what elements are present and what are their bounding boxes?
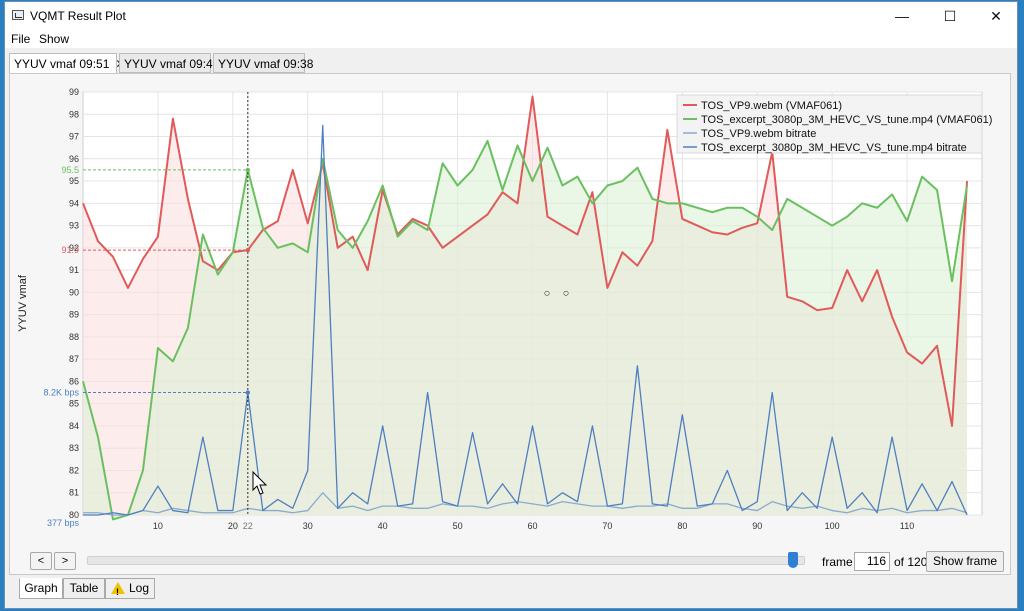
cursor-value-label: 91.9: [61, 245, 79, 255]
x-tick-label: 80: [677, 521, 687, 531]
menu-bar: File Show: [5, 30, 1017, 48]
prev-frame-button[interactable]: <: [30, 552, 52, 570]
x-tick-label: 100: [825, 521, 840, 531]
cursor-point: [245, 247, 251, 253]
y-tick-label: 81: [69, 488, 79, 498]
tab-graph[interactable]: Graph: [19, 578, 63, 599]
tab-log[interactable]: Log: [105, 578, 155, 602]
frame-label: frame: [822, 555, 853, 569]
y-tick-label: 98: [69, 109, 79, 119]
app-icon: [12, 10, 24, 20]
next-frame-button[interactable]: >: [54, 552, 76, 570]
y-tick-label: 80: [69, 510, 79, 520]
close-button[interactable]: ✕: [990, 8, 1002, 24]
x-tick-label: 60: [527, 521, 537, 531]
frame-slider-thumb[interactable]: [788, 552, 798, 568]
x-tick-label: 70: [602, 521, 612, 531]
app-window: VQMT Result Plot — ☐ ✕ File Show YYUV vm…: [4, 1, 1018, 609]
tab-table[interactable]: Table: [63, 578, 105, 599]
x-tick-label: 10: [153, 521, 163, 531]
tab-yyuv-vmaf-0938[interactable]: YYUV vmaf 09:38: [213, 53, 313, 73]
minimize-button[interactable]: —: [895, 8, 909, 24]
baseline-bitrate-label: 377 bps: [47, 518, 80, 528]
y-tick-label: 86: [69, 376, 79, 386]
y-tick-label: 89: [69, 310, 79, 320]
x-tick-label: 22: [243, 521, 253, 531]
y-tick-label: 92: [69, 243, 79, 253]
overlay-marker: ○: [544, 287, 551, 299]
y-tick-label: 88: [69, 332, 79, 342]
y-axis-label: YYUV vmaf: [17, 274, 29, 332]
legend-entry: TOS_VP9.webm bitrate: [701, 128, 816, 140]
cursor-value-label: 95.5: [61, 165, 79, 175]
window-title: VQMT Result Plot: [30, 9, 126, 23]
cursor-value-label: 8.2K bps: [43, 388, 79, 398]
cursor-point: [245, 390, 251, 395]
x-tick-label: 50: [453, 521, 463, 531]
series-line: [82, 139, 969, 521]
y-tick-label: 84: [69, 421, 79, 431]
legend-entry: TOS_VP9.webm (VMAF061): [701, 100, 842, 112]
mouse-cursor-icon: [252, 470, 268, 495]
x-tick-label: 40: [378, 521, 388, 531]
maximize-button[interactable]: ☐: [943, 8, 957, 24]
show-frame-button[interactable]: Show frame: [926, 551, 1004, 572]
tab-label: YYUV vmaf 09:41: [124, 57, 220, 71]
y-tick-label: 93: [69, 221, 79, 231]
overlay-marker: ○: [563, 287, 570, 299]
y-tick-label: 96: [69, 154, 79, 164]
y-tick-label: 91: [69, 265, 79, 275]
y-tick-label: 95: [69, 176, 79, 186]
vmaf-chart[interactable]: 80 81 82 83 84 85 86 87 88 89 90 91 92 93 94 95 96 97 98 99…: [10, 74, 1010, 548]
frame-slider-track[interactable]: [87, 556, 805, 565]
tab-label: YYUV vmaf 09:38: [218, 57, 314, 71]
legend-box: [676, 94, 983, 154]
title-bar: VQMT Result Plot — ☐ ✕: [5, 2, 1017, 30]
y-tick-label: 97: [69, 132, 79, 142]
graph-panel: 80 81 82 83 84 85 86 87 88 89 90 91 92 93 94 95 96 97 98 99…: [9, 73, 1011, 575]
x-tick-label: 20: [228, 521, 238, 531]
y-tick-label: 94: [69, 198, 79, 208]
tab-yyuv-vmaf-0941[interactable]: YYUV vmaf 09:41: [119, 53, 219, 73]
series-area: [83, 140, 968, 520]
legend-entry: TOS_excerpt_3080p_3M_HEVC_VS_tune.mp4 (V…: [701, 114, 992, 126]
y-tick-label: 83: [69, 443, 79, 453]
cursor-point: [245, 167, 251, 173]
y-tick-label: 90: [69, 287, 79, 297]
y-tick-label: 85: [69, 399, 79, 409]
frame-input[interactable]: 116: [854, 552, 890, 571]
frame-total: of 120: [894, 555, 928, 569]
tab-label: YYUV vmaf 09:51: [14, 57, 110, 71]
menu-show[interactable]: Show: [39, 32, 70, 46]
y-tick-label: 99: [69, 87, 79, 97]
series-line: [83, 124, 968, 516]
x-tick-label: 90: [752, 521, 762, 531]
series-line: [83, 492, 968, 516]
menu-file[interactable]: File: [11, 32, 31, 46]
y-tick-label: 87: [69, 354, 79, 364]
legend-entry: TOS_excerpt_3080p_3M_HEVC_VS_tune.mp4 bi…: [701, 142, 967, 154]
y-tick-label: 82: [69, 465, 79, 475]
tab-log-label: Log: [128, 581, 150, 595]
tab-yyuv-vmaf-0951[interactable]: YYUV vmaf 09:51✕: [9, 53, 125, 74]
x-tick-label: 30: [303, 521, 313, 531]
warning-icon: [110, 582, 125, 602]
x-tick-label: 110: [900, 521, 914, 531]
